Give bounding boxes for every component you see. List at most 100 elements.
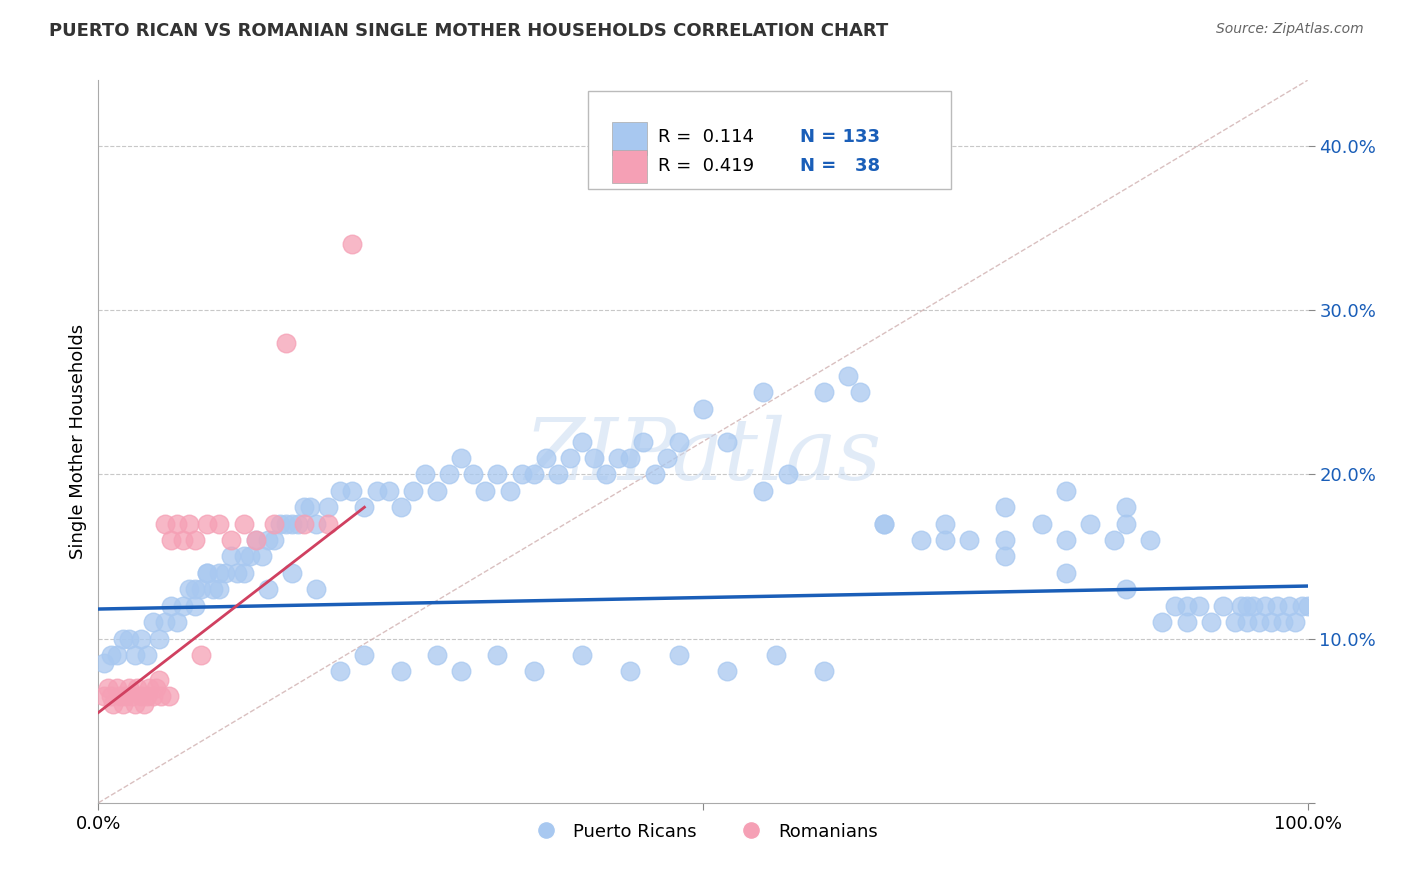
Puerto Ricans xyxy=(631,434,654,449)
Puerto Ricans xyxy=(1241,599,1264,613)
Puerto Ricans xyxy=(668,648,690,662)
Puerto Ricans xyxy=(366,483,388,498)
FancyBboxPatch shape xyxy=(588,91,950,189)
Romanians xyxy=(245,533,267,547)
Puerto Ricans xyxy=(776,467,799,482)
Puerto Ricans xyxy=(100,648,122,662)
Romanians xyxy=(138,681,160,695)
Puerto Ricans xyxy=(256,533,278,547)
Puerto Ricans xyxy=(463,467,485,482)
Romanians xyxy=(190,648,212,662)
Puerto Ricans xyxy=(523,467,546,482)
Puerto Ricans xyxy=(910,533,932,547)
Puerto Ricans xyxy=(837,368,859,383)
Puerto Ricans xyxy=(153,615,176,630)
Romanians xyxy=(145,681,167,695)
Puerto Ricans xyxy=(934,533,956,547)
Puerto Ricans xyxy=(208,582,231,597)
Puerto Ricans xyxy=(1175,615,1198,630)
Puerto Ricans xyxy=(437,467,460,482)
Puerto Ricans xyxy=(250,549,273,564)
Puerto Ricans xyxy=(135,648,157,662)
Puerto Ricans xyxy=(105,648,128,662)
FancyBboxPatch shape xyxy=(613,121,647,155)
Text: N = 133: N = 133 xyxy=(800,128,880,146)
Romanians xyxy=(135,689,157,703)
Puerto Ricans xyxy=(873,516,896,531)
Puerto Ricans xyxy=(1054,483,1077,498)
Romanians xyxy=(118,681,141,695)
Puerto Ricans xyxy=(329,483,352,498)
Romanians xyxy=(157,689,180,703)
Puerto Ricans xyxy=(571,434,593,449)
Romanians xyxy=(292,516,315,531)
Romanians xyxy=(97,681,120,695)
Romanians xyxy=(342,237,364,252)
Puerto Ricans xyxy=(994,549,1017,564)
Romanians xyxy=(114,689,136,703)
Puerto Ricans xyxy=(426,483,449,498)
Romanians xyxy=(129,689,152,703)
Puerto Ricans xyxy=(655,450,678,465)
Puerto Ricans xyxy=(1115,582,1137,597)
Puerto Ricans xyxy=(269,516,291,531)
Romanians xyxy=(105,681,128,695)
Puerto Ricans xyxy=(166,615,188,630)
Puerto Ricans xyxy=(129,632,152,646)
Puerto Ricans xyxy=(353,648,375,662)
FancyBboxPatch shape xyxy=(613,150,647,183)
Puerto Ricans xyxy=(957,533,980,547)
Puerto Ricans xyxy=(1031,516,1053,531)
Puerto Ricans xyxy=(245,533,267,547)
Puerto Ricans xyxy=(934,516,956,531)
Puerto Ricans xyxy=(1115,516,1137,531)
Romanians xyxy=(127,681,149,695)
Puerto Ricans xyxy=(1163,599,1185,613)
Puerto Ricans xyxy=(873,516,896,531)
Romanians xyxy=(150,689,173,703)
Puerto Ricans xyxy=(221,549,243,564)
Text: N =   38: N = 38 xyxy=(800,158,880,176)
Romanians xyxy=(232,516,254,531)
Puerto Ricans xyxy=(1236,599,1258,613)
Puerto Ricans xyxy=(195,566,218,580)
Romanians xyxy=(108,689,131,703)
Romanians xyxy=(316,516,339,531)
Puerto Ricans xyxy=(160,599,183,613)
Puerto Ricans xyxy=(547,467,569,482)
Puerto Ricans xyxy=(1054,533,1077,547)
Puerto Ricans xyxy=(413,467,436,482)
Puerto Ricans xyxy=(305,516,328,531)
Puerto Ricans xyxy=(1054,566,1077,580)
Puerto Ricans xyxy=(1260,615,1282,630)
Romanians xyxy=(160,533,183,547)
Puerto Ricans xyxy=(1102,533,1125,547)
Puerto Ricans xyxy=(111,632,134,646)
Text: ZIPatlas: ZIPatlas xyxy=(524,415,882,498)
Puerto Ricans xyxy=(402,483,425,498)
Romanians xyxy=(124,698,146,712)
Puerto Ricans xyxy=(1249,615,1271,630)
Puerto Ricans xyxy=(118,632,141,646)
Puerto Ricans xyxy=(571,648,593,662)
Puerto Ricans xyxy=(1152,615,1174,630)
Puerto Ricans xyxy=(299,500,322,515)
Puerto Ricans xyxy=(1284,615,1306,630)
Puerto Ricans xyxy=(389,665,412,679)
Romanians xyxy=(142,689,165,703)
Puerto Ricans xyxy=(226,566,249,580)
Puerto Ricans xyxy=(274,516,297,531)
Puerto Ricans xyxy=(329,665,352,679)
Puerto Ricans xyxy=(195,566,218,580)
Puerto Ricans xyxy=(1078,516,1101,531)
Puerto Ricans xyxy=(752,483,775,498)
Puerto Ricans xyxy=(232,566,254,580)
Puerto Ricans xyxy=(619,665,641,679)
Puerto Ricans xyxy=(1212,599,1234,613)
Puerto Ricans xyxy=(692,401,714,416)
Puerto Ricans xyxy=(595,467,617,482)
Puerto Ricans xyxy=(1267,599,1289,613)
Puerto Ricans xyxy=(1254,599,1277,613)
Puerto Ricans xyxy=(1139,533,1161,547)
Puerto Ricans xyxy=(534,450,557,465)
